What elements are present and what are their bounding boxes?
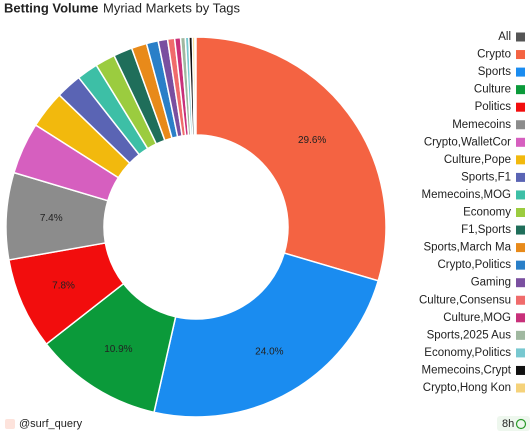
footer-time: 8h xyxy=(502,418,514,430)
legend-label: Sports,2025 Aus xyxy=(427,329,512,341)
legend-label: Economy xyxy=(463,207,511,219)
slice xyxy=(153,252,380,418)
slice xyxy=(191,36,197,136)
legend-swatch xyxy=(516,208,525,217)
legend-label: Culture xyxy=(474,84,511,96)
legend-swatch xyxy=(516,383,525,393)
slice-label: 29.6% xyxy=(298,135,326,146)
legend-label: Memecoins xyxy=(452,119,511,131)
check-icon xyxy=(515,418,527,430)
legend-label: Memecoins,MOG xyxy=(422,189,512,201)
handle-icon xyxy=(5,419,15,429)
legend-swatch xyxy=(516,67,525,77)
legend-label: All xyxy=(498,31,511,43)
legend-swatch xyxy=(516,120,525,130)
legend-label: Crypto,WalletCor xyxy=(424,136,511,148)
slice-label: 24.0% xyxy=(255,347,283,358)
legend-swatch xyxy=(516,365,525,375)
legend-swatch xyxy=(516,85,525,95)
chart-subtitle: Myriad Markets by Tags xyxy=(103,0,241,15)
footer-handle: @surf_query xyxy=(19,418,83,430)
legend-swatch xyxy=(516,50,525,60)
legend-label: F1,Sports xyxy=(461,224,511,236)
legend-swatch xyxy=(516,278,525,288)
legend-label: Culture,Pope xyxy=(444,154,511,166)
legend-swatch xyxy=(516,32,525,42)
legend-label: Sports,F1 xyxy=(461,171,511,183)
slice xyxy=(195,36,387,282)
legend-label: Gaming xyxy=(471,277,511,289)
legend-label: Memecoins,Crypt xyxy=(422,364,512,376)
legend-swatch xyxy=(516,102,525,112)
legend-label: Crypto,Hong Kon xyxy=(423,382,511,394)
legend-label: Economy,Politics xyxy=(424,347,511,359)
legend-label: Culture,Consensu xyxy=(419,294,511,306)
legend-label: Politics xyxy=(475,101,512,113)
legend-swatch xyxy=(516,190,525,200)
legend-swatch xyxy=(516,330,525,340)
legend-label: Sports,March Ma xyxy=(423,242,511,254)
slice-label: 7.8% xyxy=(52,281,75,292)
legend-swatch xyxy=(516,313,525,323)
legend-swatch xyxy=(516,348,525,358)
legend-label: Culture,MOG xyxy=(443,312,511,324)
legend-label: Crypto,Politics xyxy=(438,259,512,271)
legend-label: Crypto xyxy=(477,49,511,61)
legend-swatch xyxy=(516,172,525,182)
legend-swatch xyxy=(516,225,525,235)
slice-label: 7.4% xyxy=(40,213,63,224)
legend-swatch xyxy=(516,137,525,147)
chart-title: Betting Volume xyxy=(4,0,98,15)
legend-swatch xyxy=(516,260,525,270)
legend-swatch xyxy=(516,155,525,165)
legend-label: Sports xyxy=(478,66,511,78)
slice-label: 10.9% xyxy=(104,344,132,355)
legend-swatch xyxy=(516,295,525,305)
legend-swatch xyxy=(516,243,525,253)
